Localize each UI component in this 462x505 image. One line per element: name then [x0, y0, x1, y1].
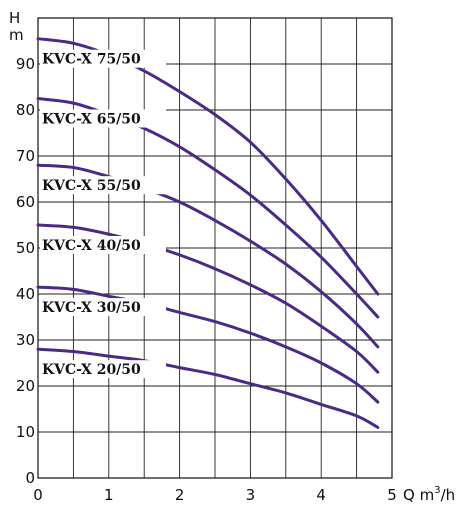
x-axis-title-sup: 3 — [434, 485, 440, 496]
y-tick-label: 60 — [16, 193, 35, 211]
plot-frame — [37, 17, 393, 479]
y-tick-label: 50 — [16, 239, 35, 257]
y-tick-label: 20 — [16, 377, 35, 395]
curve-kvc-x-30-50 — [36, 285, 380, 404]
x-axis-title-suffix: /h — [441, 486, 456, 504]
series-label: KVC-X 40/50 — [42, 238, 141, 254]
series-label: KVC-X 55/50 — [42, 178, 141, 194]
y-tick-label: 30 — [16, 331, 35, 349]
series-label-bg — [40, 176, 166, 195]
x-tick-label: 0 — [33, 486, 43, 504]
y-axis-title: H — [9, 9, 20, 27]
series-label: KVC-X 20/50 — [42, 362, 141, 378]
y-tick-label: 10 — [16, 423, 35, 441]
y-axis-unit: m — [9, 26, 24, 44]
curve-kvc-x-40-50 — [36, 223, 380, 374]
series-label: KVC-X 75/50 — [42, 52, 141, 68]
curve-kvc-x-55-50 — [36, 163, 380, 349]
x-tick-label: 4 — [316, 486, 326, 504]
series-label-bg — [40, 236, 166, 254]
series-label-bg — [40, 360, 166, 379]
curve-kvc-x-65-50 — [36, 97, 380, 319]
x-tick-label: 3 — [246, 486, 256, 504]
series-label-bg — [40, 298, 166, 317]
x-tick-label: 5 — [387, 486, 397, 504]
x-tick-label: 2 — [175, 486, 185, 504]
y-tick-label: 70 — [16, 147, 35, 165]
x-axis-title-main: Q m — [403, 486, 434, 504]
y-tick-label: 0 — [25, 469, 35, 487]
curve-kvc-x-20-50 — [36, 347, 380, 429]
y-tick-label: 80 — [16, 101, 35, 119]
series-label-bg — [40, 49, 166, 68]
x-axis-title: Q m3/h — [403, 485, 455, 504]
y-tick-label: 90 — [16, 55, 35, 73]
series-label: KVC-X 65/50 — [42, 112, 141, 128]
series-label: KVC-X 30/50 — [42, 300, 141, 316]
x-tick-label: 1 — [104, 486, 114, 504]
series-labels: KVC-X 75/50 KVC-X 65/50 KVC-X 55/50 KVC-X 4… — [40, 49, 166, 379]
series-label-bg — [40, 109, 166, 128]
y-tick-label: 40 — [16, 285, 35, 303]
